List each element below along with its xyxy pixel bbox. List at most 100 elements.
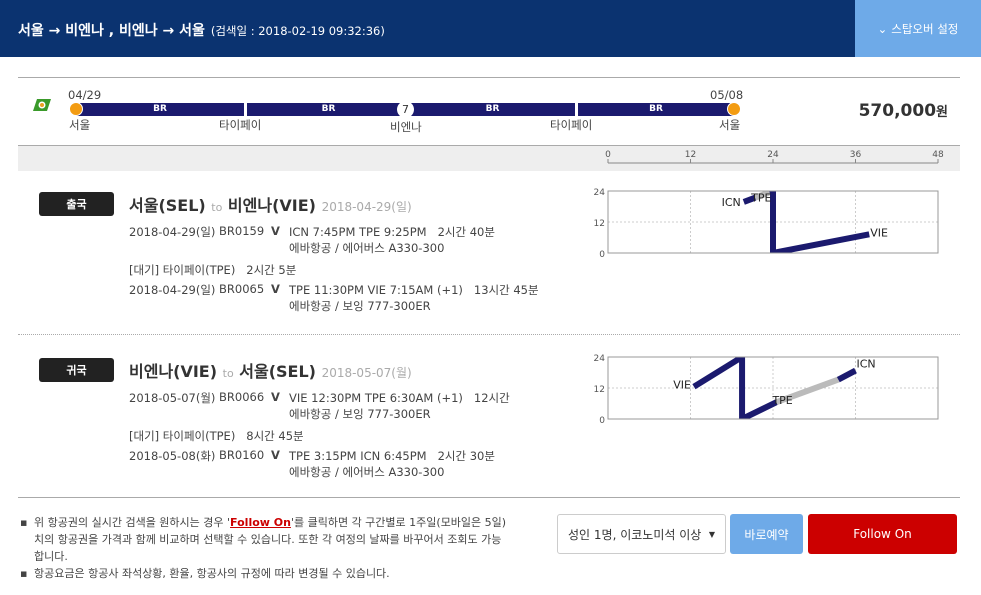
flight-row: 2018-04-29(일) <box>129 224 215 240</box>
to-word: to <box>222 367 234 380</box>
aircraft: 에바항공 / 에어버스 A330-300 <box>289 241 445 255</box>
aircraft: 에바항공 / 보잉 777-300ER <box>289 299 431 313</box>
flight-times: TPE 3:15PM ICN 6:45PM 2시간 30분 <box>289 448 495 464</box>
stopover-button[interactable]: ⌄ 스탑오버 설정 <box>855 0 981 57</box>
y-tick-label: 24 <box>594 354 606 364</box>
city-label: 비엔나 <box>390 120 422 134</box>
layover-label: [대기] 타이페이(TPE) <box>129 263 236 277</box>
flight-times-text: TPE 3:15PM ICN 6:45PM <box>289 449 427 463</box>
bullet: ▪ <box>20 516 28 529</box>
layover-label: [대기] 타이페이(TPE) <box>129 429 236 443</box>
airport-label: TPE <box>750 192 771 205</box>
follow-on-link[interactable]: Follow On <box>230 516 291 529</box>
axis-tick-label: 0 <box>605 150 611 160</box>
stay-days: 7 <box>397 101 414 118</box>
flight-date: 2018-05-08(화) <box>129 449 216 463</box>
flight-times-text: TPE 11:30PM VIE 7:15AM (+1) <box>289 283 463 297</box>
axis-tick-label: 48 <box>932 150 944 160</box>
layover-line <box>775 376 840 406</box>
airline-logo-icon <box>33 97 51 113</box>
bullet: ▪ <box>20 567 28 580</box>
stopover-label: 스탑오버 설정 <box>891 21 959 36</box>
leg-badge: 출국 <box>39 192 114 216</box>
leg-date: 2018-05-07(월) <box>321 366 412 380</box>
flight-times: ICN 7:45PM TPE 9:25PM 2시간 40분 <box>289 224 495 240</box>
to-word: to <box>211 201 223 214</box>
segment-bar: BR <box>410 103 575 116</box>
time-axis: 0 12 24 36 48 <box>605 150 944 164</box>
flight-code: BR0160 <box>219 448 265 462</box>
city-label: 타이페이 <box>219 118 262 132</box>
flight-duration: 12시간 <box>473 391 510 405</box>
notice-text: 위 항공권의 실시간 검색을 원하시는 경우 ' <box>34 516 231 529</box>
flight-date: 2018-04-29(일) <box>129 225 216 239</box>
class-mark: V <box>271 390 280 404</box>
layover-row: [대기] 타이페이(TPE) 2시간 5분 <box>129 262 296 278</box>
airport-label: ICN <box>722 196 741 209</box>
axis-tick-label: 36 <box>850 150 862 160</box>
notice-item: ▪ 위 항공권의 실시간 검색을 원하시는 경우 'Follow On'를 클릭하… <box>20 514 510 565</box>
flight-times: VIE 12:30PM TPE 6:30AM (+1) 12시간 <box>289 390 510 406</box>
city-label: 서울 <box>69 118 91 132</box>
chevron-down-icon: ⌄ <box>877 21 888 36</box>
price-value: 570,000 <box>858 101 937 121</box>
notice-list: ▪ 위 항공권의 실시간 검색을 원하시는 경우 'Follow On'를 클릭하… <box>20 514 510 582</box>
notice-text: 항공요금은 항공사 좌석상황, 환율, 항공사의 규정에 따라 변경될 수 있습… <box>34 567 390 580</box>
flight-duration: 13시간 45분 <box>473 283 539 297</box>
layover-row: [대기] 타이페이(TPE) 8시간 45분 <box>129 428 304 444</box>
layover-line <box>754 191 771 201</box>
axis-tick-label: 12 <box>685 150 696 160</box>
search-date: (검색일 : 2018-02-19 09:32:36) <box>210 24 385 38</box>
leg-route: 서울(SEL) to 비엔나(VIE) 2018-04-29(일) <box>129 192 412 216</box>
route-title: 서울 → 비엔나 , 비엔나 → 서울 <box>18 23 205 39</box>
y-tick-label: 12 <box>594 219 605 229</box>
flight-code: BR0066 <box>219 390 265 404</box>
flight-line <box>742 194 757 205</box>
flight-date: 2018-05-07(월) <box>129 391 216 405</box>
layover-duration: 2시간 5분 <box>246 263 297 277</box>
flight-row: 2018-05-07(월) <box>129 390 215 406</box>
segment-bar: BR <box>247 103 410 116</box>
origin-dot <box>69 102 83 116</box>
flight-duration: 2시간 40분 <box>437 225 495 239</box>
book-now-button[interactable]: 바로예약 <box>730 514 803 554</box>
flight-row: 2018-05-08(화) <box>129 448 215 464</box>
airport-label: TPE <box>771 394 792 407</box>
flight-times-text: ICN 7:45PM TPE 9:25PM <box>289 225 427 239</box>
city-label: 타이페이 <box>550 118 593 132</box>
leg-to: 서울(SEL) <box>239 362 316 381</box>
flight-line <box>836 367 857 383</box>
axis-tick-label: 24 <box>767 150 779 160</box>
leg-date: 2018-04-29(일) <box>321 200 412 214</box>
class-mark: V <box>271 282 280 296</box>
leg-from: 서울(SEL) <box>129 196 206 215</box>
leg-time-chart: 0 12 24 ICN TPE VIE <box>594 188 939 260</box>
aircraft: 에바항공 / 보잉 777-300ER <box>289 407 431 421</box>
city-label: 서울 <box>719 118 741 132</box>
currency: 원 <box>936 105 948 120</box>
header-bar: 서울 → 비엔나 , 비엔나 → 서울 (검색일 : 2018-02-19 09:… <box>0 0 981 57</box>
flight-times-text: VIE 12:30PM TPE 6:30AM (+1) <box>289 391 463 405</box>
end-date: 05/08 <box>710 88 744 102</box>
flight-line <box>692 357 778 419</box>
time-axis-band: 0 12 24 36 48 <box>18 146 960 171</box>
passenger-select[interactable]: 성인 1명, 이코노미석 이상 ▼ <box>557 514 726 554</box>
segment-bar: BR <box>578 103 734 116</box>
destination-dot <box>727 102 741 116</box>
chart-frame <box>607 190 939 254</box>
divider <box>18 334 960 335</box>
notice-text: '를 클릭하면 각 구간별로 1주일(모바일은 5일)치의 항공권을 가격과 함… <box>34 516 507 563</box>
notice-item: ▪ 항공요금은 항공사 좌석상황, 환율, 항공사의 규정에 따라 변경될 수 있… <box>20 565 510 582</box>
chart-frame <box>607 356 939 420</box>
airport-label: ICN <box>857 358 876 371</box>
y-tick-label: 0 <box>599 416 605 426</box>
flight-code: BR0065 <box>219 282 265 296</box>
start-date: 04/29 <box>68 88 102 102</box>
passenger-select-value: 성인 1명, 이코노미석 이상 <box>568 527 702 542</box>
caret-down-icon: ▼ <box>708 529 715 539</box>
layover-duration: 8시간 45분 <box>246 429 304 443</box>
y-tick-label: 0 <box>599 250 605 260</box>
follow-on-button[interactable]: Follow On <box>808 514 957 554</box>
leg-time-chart: 0 12 24 VIE TPE ICN <box>594 354 939 426</box>
flight-line <box>769 191 870 253</box>
